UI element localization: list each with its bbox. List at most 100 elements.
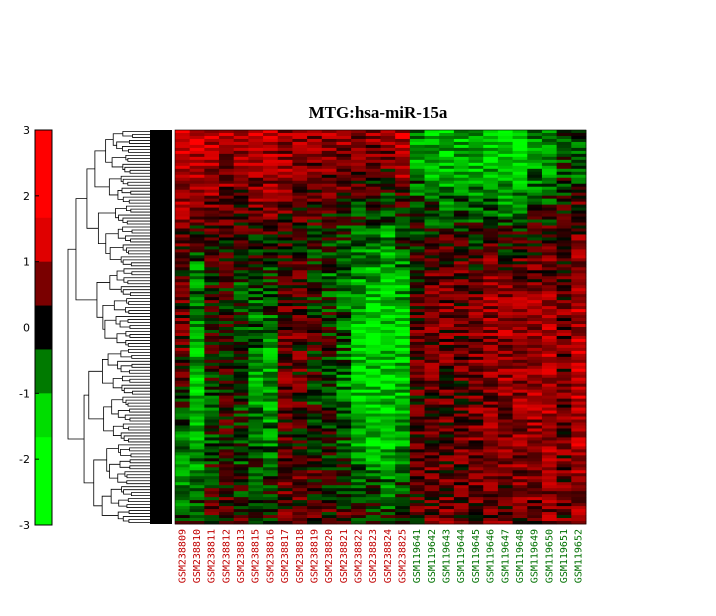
heatmap-cell [409,518,425,522]
heatmap-cell [307,512,323,516]
heatmap-cell [233,324,249,328]
heatmap-cell [277,219,293,223]
dendrogram-branch [129,334,152,338]
heatmap-cell [204,368,220,373]
heatmap-cell [233,303,249,307]
heatmap-cell [277,156,293,161]
heatmap-cell [336,252,352,256]
heatmap-cell [365,377,381,382]
heatmap-cell [380,389,396,394]
heatmap-cell [439,485,455,489]
heatmap-cell [175,207,191,211]
heatmap-cell [189,147,205,152]
heatmap-cell [483,482,499,486]
heatmap-cell [556,171,572,176]
heatmap-cell [527,449,543,453]
heatmap-cell [365,515,381,519]
heatmap-cell [424,455,440,459]
heatmap-cell [219,476,235,480]
heatmap-cell [204,506,220,510]
heatmap-cell [365,380,381,385]
dendrogram-branch [86,168,99,229]
heatmap-cell [277,497,293,501]
heatmap-cell [424,428,440,432]
heatmap-cell [351,306,367,310]
heatmap-cell [204,210,220,214]
heatmap-cell [204,186,220,191]
heatmap-cell [233,452,249,456]
heatmap-cell [307,189,323,194]
heatmap-cell [571,219,587,223]
heatmap-cell [453,521,469,525]
sample-label: GSM238813 [236,529,247,583]
heatmap-cell [204,130,220,134]
heatmap-cell [204,165,220,170]
dendrogram-branch [120,432,152,439]
heatmap-cell [365,321,381,325]
heatmap-cell [233,130,249,134]
heatmap-cell [292,413,308,417]
heatmap-cell [395,267,411,271]
dendrogram-branch [131,271,152,276]
heatmap-cell [512,371,528,376]
heatmap-cell [409,428,425,432]
heatmap-cell [424,225,440,229]
heatmap-cell [277,192,293,197]
heatmap-cell [409,279,425,283]
dendrogram-branch [122,516,152,522]
heatmap-cell [512,401,528,405]
dendrogram-branch [108,178,122,196]
heatmap-cell [336,198,352,203]
heatmap-cell [307,377,323,382]
heatmap-cell [263,276,279,280]
heatmap-cell [571,324,587,328]
heatmap-cell [219,318,235,322]
heatmap-cell [409,237,425,241]
heatmap-cell [556,249,572,253]
heatmap-cell [292,395,308,400]
heatmap-cell [248,285,264,289]
heatmap-cell [336,353,352,358]
heatmap-cell [556,425,572,429]
heatmap-cell [512,174,528,179]
heatmap-cell [292,174,308,179]
heatmap-cell [365,210,381,214]
heatmap-cell [512,300,528,304]
heatmap-cell [189,255,205,259]
heatmap-cell [263,458,279,462]
dendrogram-branch [130,208,152,213]
heatmap-cell [307,371,323,376]
heatmap-cell [292,338,308,343]
heatmap-cell [204,329,220,334]
heatmap-cell [556,413,572,417]
heatmap-cell [189,180,205,185]
heatmap-cell [336,404,352,408]
heatmap-cell [541,213,558,217]
heatmap-cell [497,368,514,373]
heatmap-cell [351,315,367,319]
heatmap-cell [175,306,191,310]
heatmap-cell [248,416,264,420]
heatmap-cell [351,174,367,179]
heatmap-cell [189,219,205,223]
heatmap-cell [292,189,308,194]
heatmap-cell [512,144,528,149]
heatmap-cell [512,395,528,400]
heatmap-cell [571,210,587,214]
heatmap-cell [321,321,337,325]
heatmap-cell [468,392,484,397]
heatmap-cell [395,395,411,400]
dendrogram-branch [128,310,152,314]
heatmap-cell [483,198,499,203]
heatmap-cell [571,446,587,450]
heatmap-cell [483,512,499,516]
heatmap-cell [395,279,411,283]
heatmap-cell [307,488,323,492]
heatmap-cell [556,347,572,352]
heatmap-cell [219,282,235,286]
heatmap-cell [497,162,514,167]
heatmap-cell [365,189,381,194]
heatmap-cell [512,506,528,510]
heatmap-cell [175,219,191,223]
heatmap-cell [365,383,381,388]
